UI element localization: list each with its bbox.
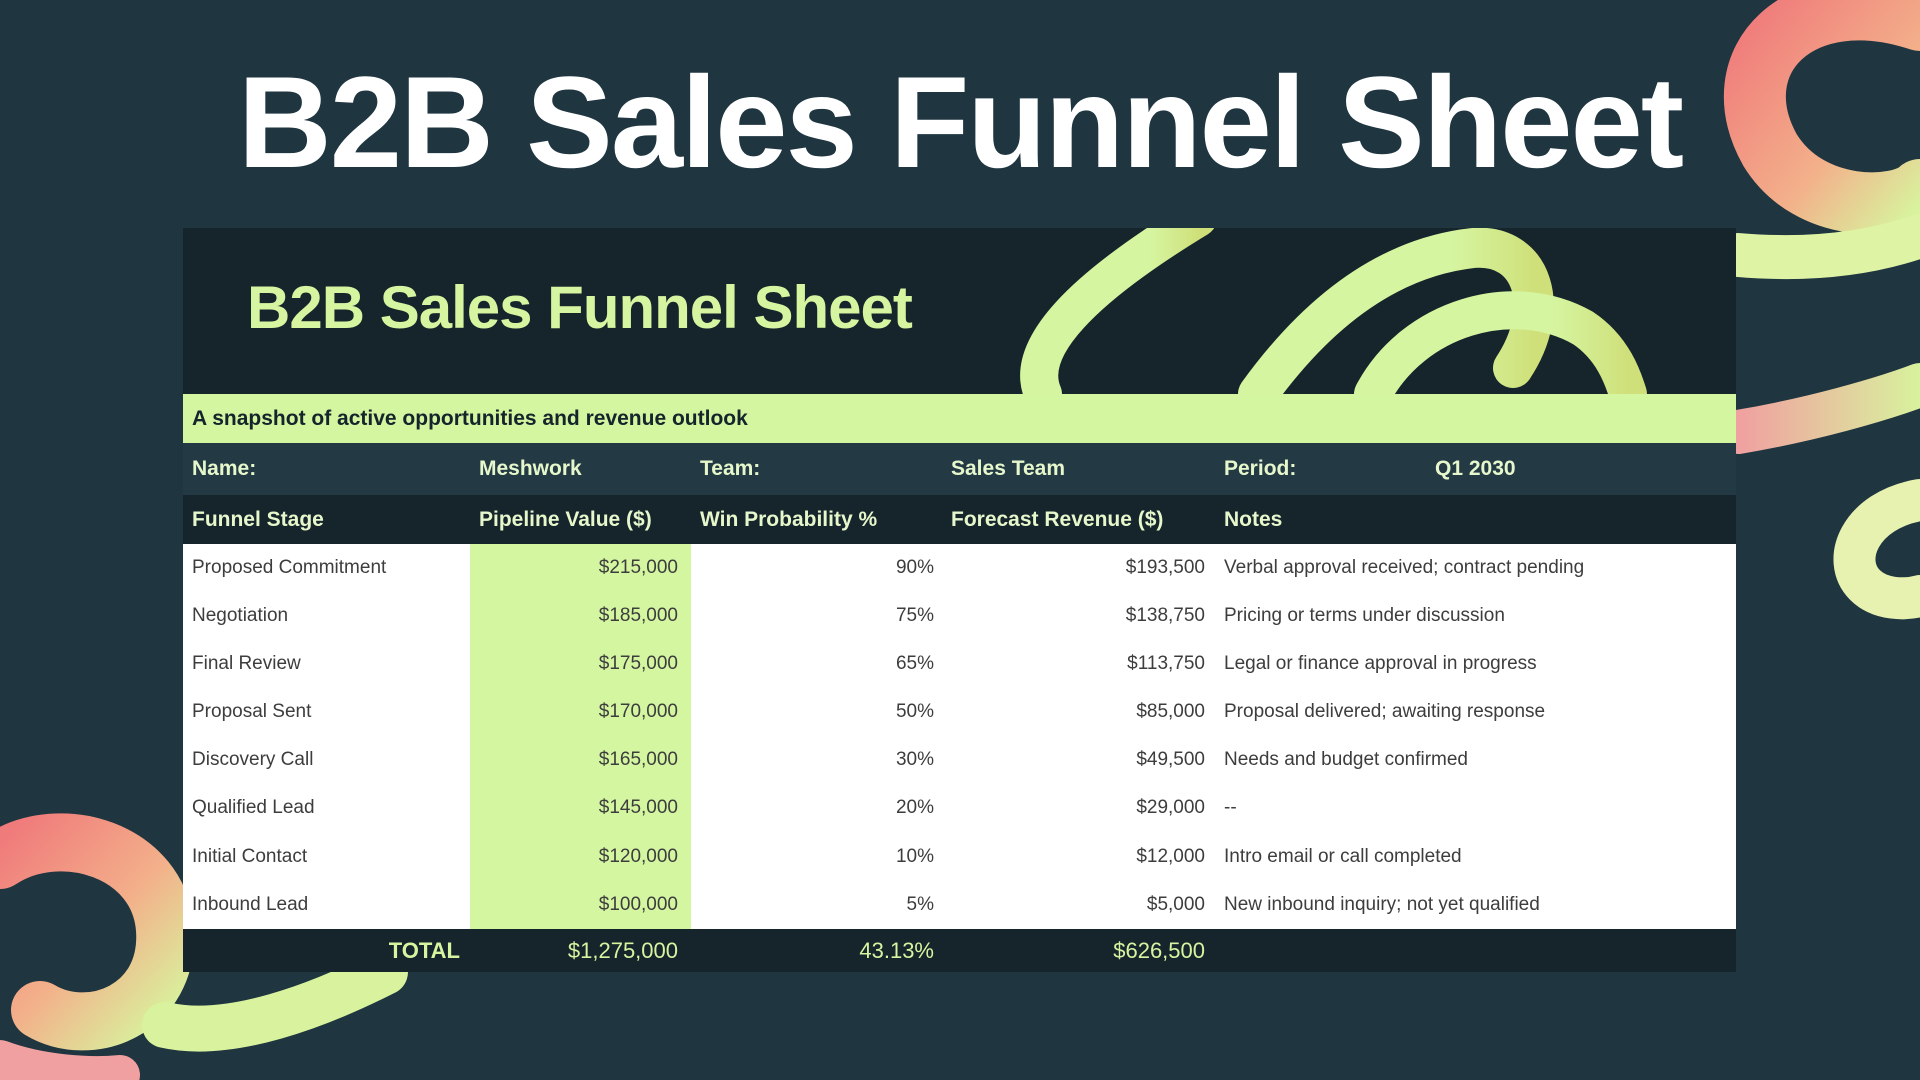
cell-notes: Proposal delivered; awaiting response <box>1224 701 1546 723</box>
cell-pipeline-value: $120,000 <box>598 845 678 867</box>
total-row: TOTAL $1,275,000 43.13% $626,500 <box>183 928 1736 972</box>
cell-pipeline-value: $170,000 <box>598 701 678 723</box>
total-pipeline-value: $1,275,000 <box>567 937 678 963</box>
table-body: Proposed Commitment $215,000 90% $193,50… <box>183 544 1736 929</box>
cell-stage: Initial Contact <box>192 845 308 867</box>
funnel-sheet: B2B Sales Funnel Sheet A snapshot of act… <box>183 228 1736 972</box>
cell-stage: Qualified Lead <box>192 797 315 819</box>
table-row: Initial Contact $120,000 10% $12,000 Int… <box>183 833 1736 881</box>
cell-notes: Intro email or call completed <box>1224 845 1462 867</box>
sheet-subtitle: A snapshot of active opportunities and r… <box>183 394 1736 443</box>
table-header: Funnel Stage Pipeline Value ($) Win Prob… <box>183 495 1736 544</box>
cell-notes: Legal or finance approval in progress <box>1224 653 1537 675</box>
header-notes: Notes <box>1224 508 1283 531</box>
table-row: Discovery Call $165,000 30% $49,500 Need… <box>183 736 1736 784</box>
cell-notes: New inbound inquiry; not yet qualified <box>1224 893 1540 915</box>
name-label: Name: <box>192 457 257 480</box>
table-row: Qualified Lead $145,000 20% $29,000 -- <box>183 784 1736 832</box>
cell-forecast-revenue: $85,000 <box>1136 701 1205 723</box>
cell-stage: Proposal Sent <box>192 701 312 723</box>
cell-forecast-revenue: $193,500 <box>1125 557 1205 578</box>
cell-pipeline-value: $175,000 <box>598 653 678 675</box>
banner-swirl-graphic <box>1020 228 1647 394</box>
cell-stage: Negotiation <box>192 605 289 627</box>
table-row: Negotiation $185,000 75% $138,750 Pricin… <box>183 592 1736 640</box>
team-label: Team: <box>700 457 761 480</box>
period-value: Q1 2030 <box>1435 457 1516 480</box>
team-value: Sales Team <box>951 457 1066 480</box>
cell-win-probability: 75% <box>895 605 934 627</box>
cell-forecast-revenue: $5,000 <box>1146 893 1205 915</box>
meta-row: Name: Meshwork Team: Sales Team Period: … <box>183 443 1736 495</box>
cell-forecast-revenue: $138,750 <box>1125 605 1205 627</box>
table-row: Proposed Commitment $215,000 90% $193,50… <box>183 544 1736 592</box>
header-funnel-stage: Funnel Stage <box>192 508 324 531</box>
cell-stage: Proposed Commitment <box>192 557 387 578</box>
cell-notes: Verbal approval received; contract pendi… <box>1224 557 1585 578</box>
cell-win-probability: 50% <box>895 701 934 723</box>
total-forecast-revenue: $626,500 <box>1113 937 1205 963</box>
table-row: Final Review $175,000 65% $113,750 Legal… <box>183 640 1736 688</box>
cell-win-probability: 30% <box>895 749 934 771</box>
cell-pipeline-value: $185,000 <box>598 605 678 627</box>
table-row: Inbound Lead $100,000 5% $5,000 New inbo… <box>183 881 1736 929</box>
total-label: TOTAL <box>388 937 460 963</box>
sheet-title: B2B Sales Funnel Sheet <box>247 274 913 341</box>
name-value: Meshwork <box>479 457 582 480</box>
page-title: B2B Sales Funnel Sheet <box>237 49 1684 195</box>
cell-stage: Discovery Call <box>192 749 314 771</box>
header-win-probability: Win Probability % <box>700 508 878 531</box>
cell-win-probability: 65% <box>895 653 934 675</box>
cell-notes: -- <box>1224 797 1237 819</box>
cell-win-probability: 5% <box>906 893 934 915</box>
cell-notes: Needs and budget confirmed <box>1224 749 1468 771</box>
header-pipeline-value: Pipeline Value ($) <box>479 508 652 531</box>
cell-forecast-revenue: $12,000 <box>1136 845 1205 867</box>
cell-win-probability: 20% <box>895 797 934 819</box>
header-forecast-revenue: Forecast Revenue ($) <box>951 508 1164 531</box>
cell-forecast-revenue: $29,000 <box>1136 797 1205 819</box>
cell-pipeline-value: $215,000 <box>598 557 678 578</box>
cell-notes: Pricing or terms under discussion <box>1224 605 1505 627</box>
cell-pipeline-value: $145,000 <box>598 797 678 819</box>
cell-win-probability: 10% <box>895 845 934 867</box>
cell-pipeline-value: $100,000 <box>598 893 678 915</box>
period-label: Period: <box>1224 457 1297 480</box>
cell-forecast-revenue: $49,500 <box>1136 749 1205 771</box>
total-win-probability: 43.13% <box>859 937 934 963</box>
cell-forecast-revenue: $113,750 <box>1127 653 1205 675</box>
cell-win-probability: 90% <box>895 557 934 578</box>
cell-pipeline-value: $165,000 <box>598 749 678 771</box>
cell-stage: Final Review <box>192 653 301 675</box>
cell-stage: Inbound Lead <box>192 893 309 915</box>
sheet-banner: B2B Sales Funnel Sheet <box>183 228 1736 394</box>
table-row: Proposal Sent $170,000 50% $85,000 Propo… <box>183 688 1736 736</box>
pipeline-column-highlight <box>470 544 691 929</box>
